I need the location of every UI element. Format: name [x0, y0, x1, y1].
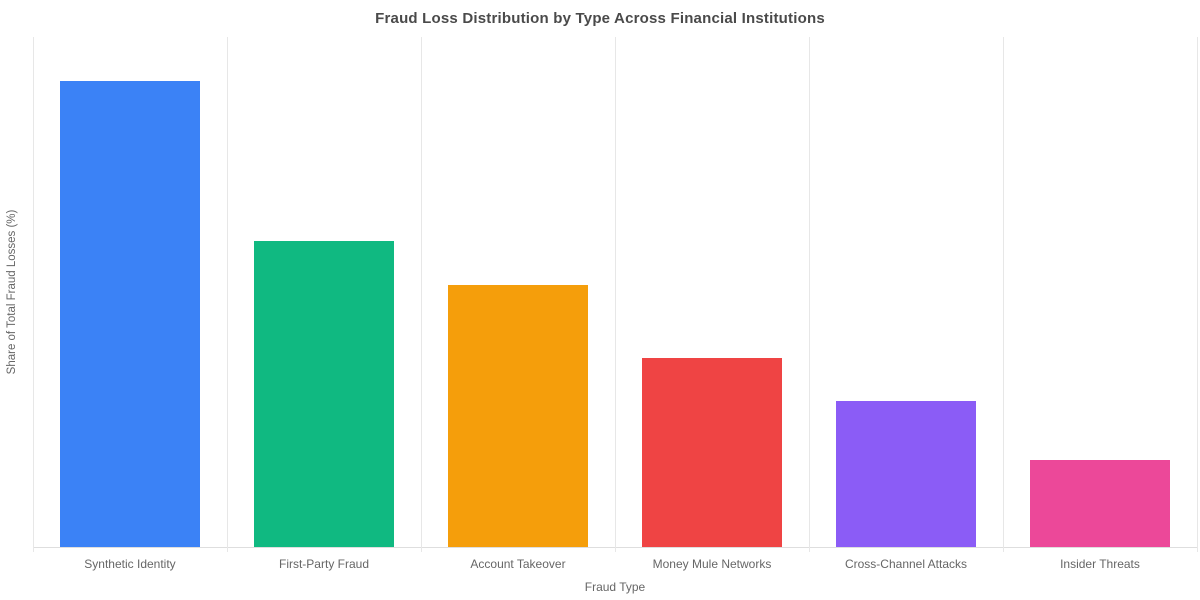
gridline: [421, 37, 422, 552]
x-axis-labels: Synthetic Identity First-Party Fraud Accou…: [33, 557, 1197, 571]
plot-area: [33, 37, 1198, 552]
chart-title: Fraud Loss Distribution by Type Across F…: [375, 10, 825, 27]
bar-insider-threats: [1030, 460, 1170, 547]
gridline: [809, 37, 810, 552]
bar-synthetic-identity: [60, 81, 200, 547]
gridline: [615, 37, 616, 552]
x-tick-label: Cross-Channel Attacks: [844, 557, 968, 571]
x-tick-label: Insider Threats: [1060, 557, 1140, 571]
x-tick-label: Money Mule Networks: [652, 557, 772, 571]
bar-account-takeover: [448, 285, 588, 547]
bar-cross-channel-attacks: [836, 401, 976, 547]
gridline: [227, 37, 228, 552]
x-tick-label: Account Takeover: [470, 557, 566, 571]
bar-money-mule-networks: [642, 358, 782, 547]
gridline: [1003, 37, 1004, 552]
x-tick-label: First-Party Fraud: [278, 557, 369, 571]
bar-first-party-fraud: [254, 241, 394, 547]
x-tick-label: Synthetic Identity: [84, 557, 176, 571]
x-axis-title: Fraud Type: [584, 580, 646, 594]
gridline: [33, 37, 34, 552]
y-axis-title: Share of Total Fraud Losses (%): [6, 209, 18, 375]
gridline: [1197, 37, 1198, 552]
